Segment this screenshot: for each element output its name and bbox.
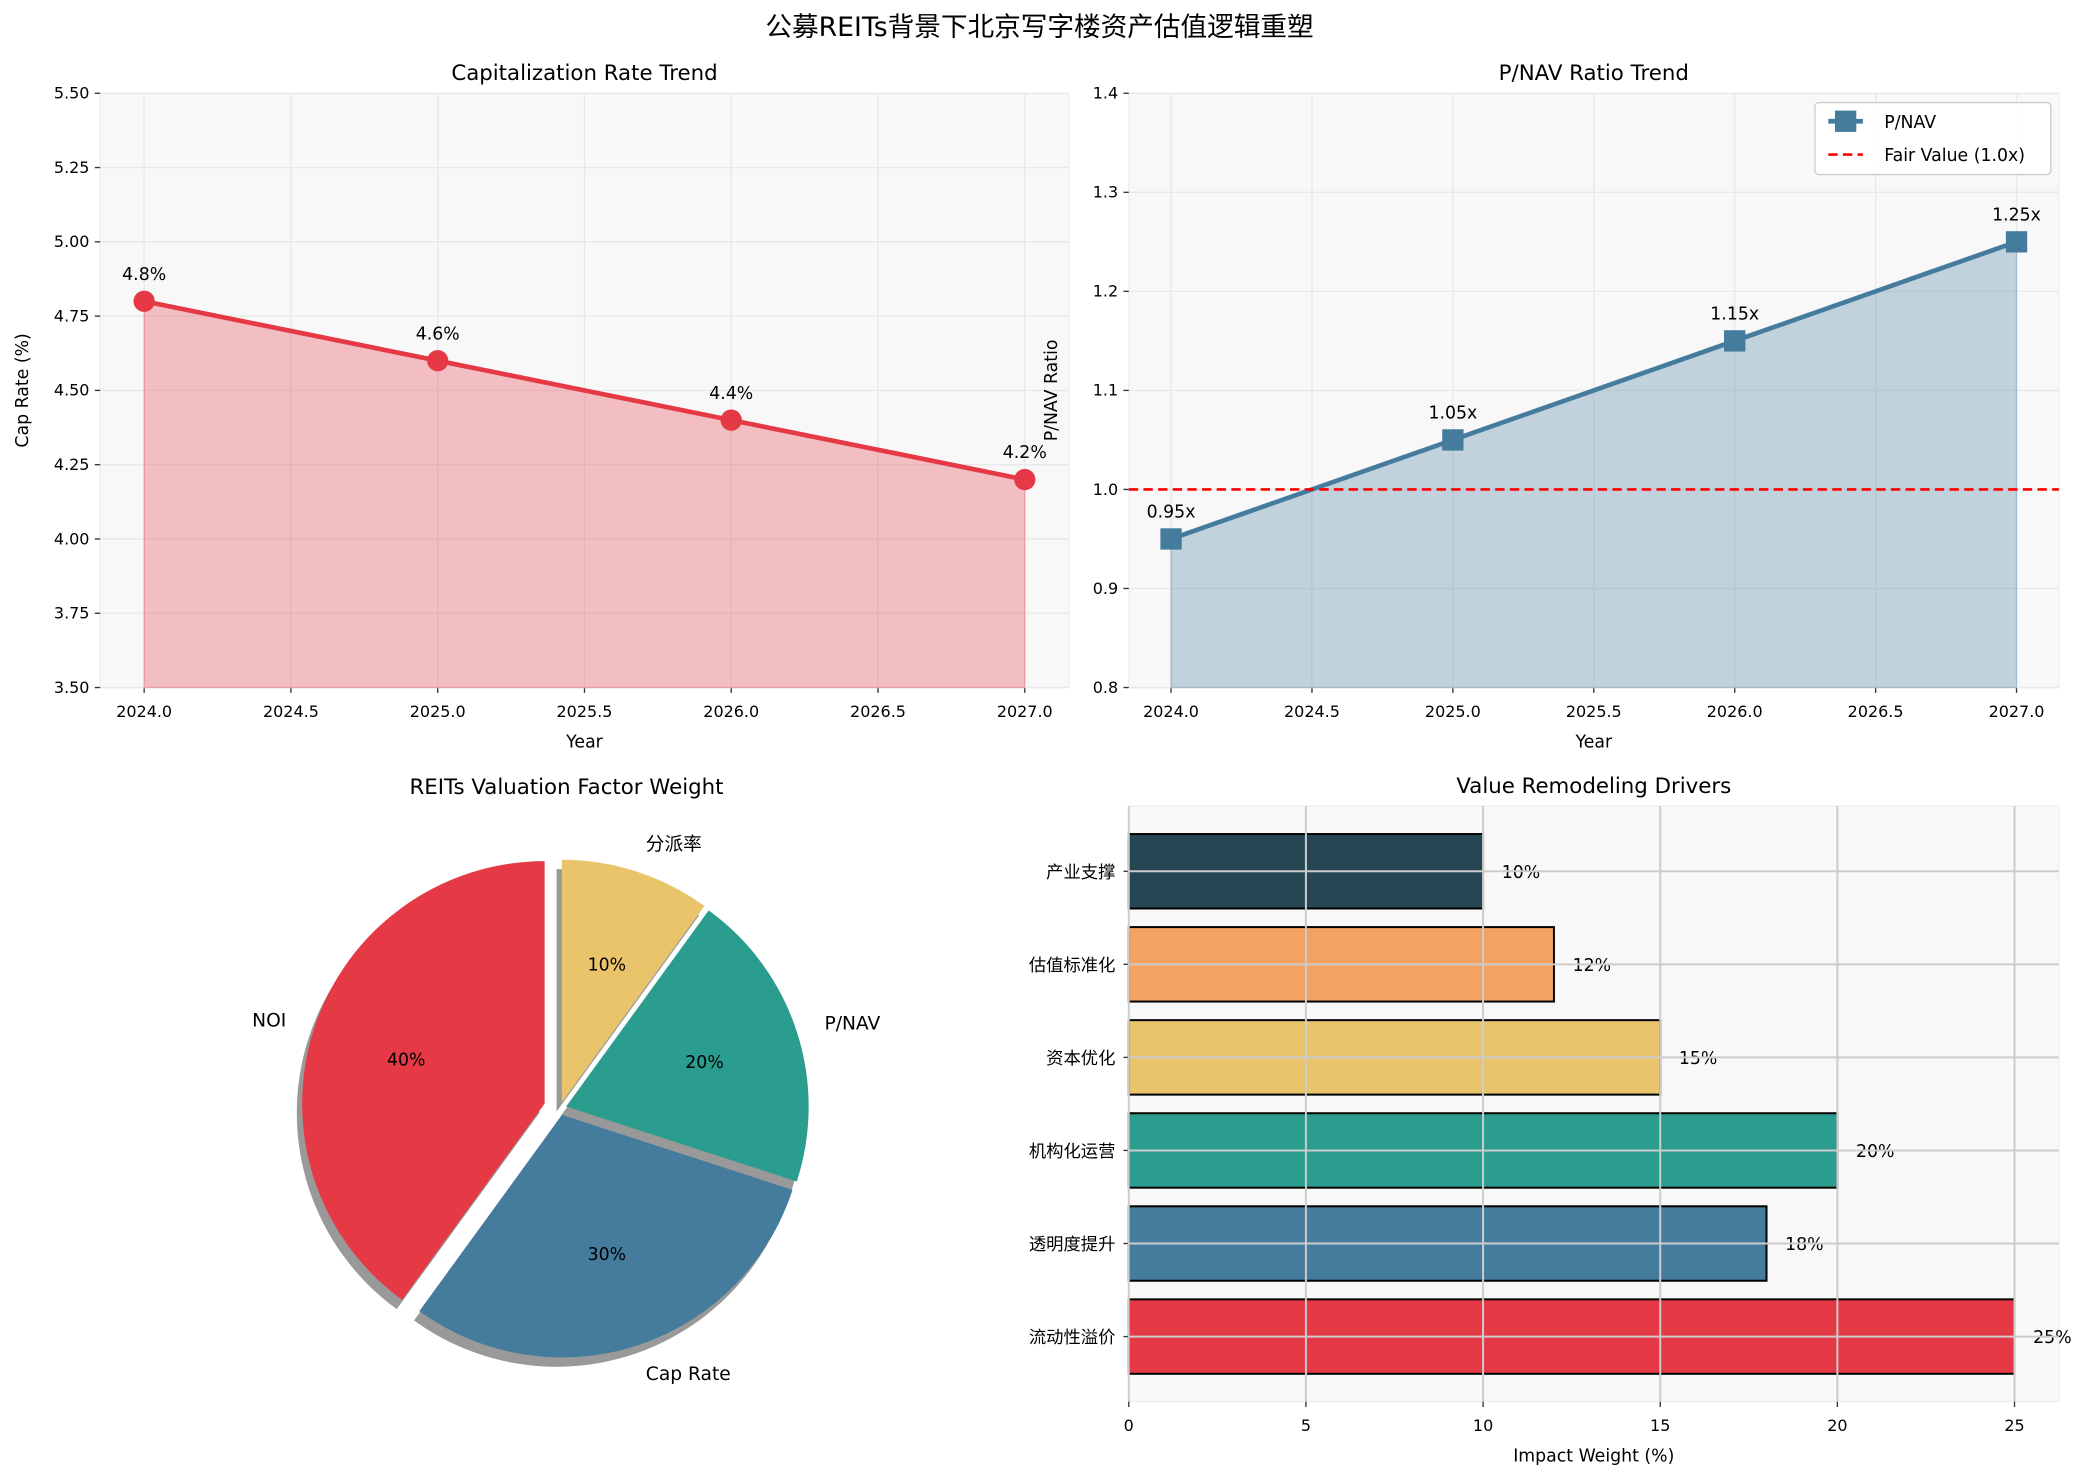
- legend: P/NAV Fair Value (1.0x): [1814, 101, 2052, 176]
- wedge-percent-label: 20%: [685, 1053, 723, 1073]
- bar-value-label: 25%: [2033, 1328, 2071, 1348]
- x-axis-label: Impact Weight (%): [1513, 1447, 1674, 1467]
- wedge-category-label: NOI: [252, 1010, 286, 1031]
- y-tick-label: 0.9: [1093, 579, 1118, 598]
- y-tick-label: 估值标准化: [1029, 956, 1116, 976]
- data-label: 0.95x: [1147, 503, 1196, 523]
- data-point: [1160, 528, 1182, 550]
- y-tick-label: 5.50: [54, 84, 90, 103]
- series-line: [143, 298, 1026, 482]
- x-tick-label: 2025.0: [1425, 702, 1481, 721]
- y-tick-label: 1.2: [1093, 282, 1118, 301]
- bar-value-label: 18%: [1785, 1235, 1823, 1255]
- bar-value-label: 15%: [1679, 1049, 1717, 1069]
- y-tick-label: 3.50: [54, 678, 90, 697]
- x-tick-label: 25: [2004, 1416, 2024, 1435]
- x-tick-label: 2025.0: [410, 702, 466, 721]
- x-tick-label: 2024.0: [116, 702, 172, 721]
- data-label: 1.25x: [1992, 206, 2041, 226]
- x-tick-label: 10: [1473, 1416, 1493, 1435]
- data-point: [720, 409, 742, 431]
- x-axis-label: Year: [1574, 732, 1613, 752]
- bar-value-label: 20%: [1856, 1142, 1894, 1162]
- y-tick-label: 1.3: [1093, 183, 1118, 202]
- y-tick-label: 1.0: [1093, 480, 1118, 499]
- x-tick-label: 2026.5: [1848, 702, 1904, 721]
- y-tick-label: 0.8: [1093, 678, 1118, 697]
- x-tick-label: 0: [1124, 1416, 1134, 1435]
- data-label: 1.15x: [1710, 305, 1759, 325]
- legend-fair-label: Fair Value (1.0x): [1884, 146, 2025, 166]
- wedge-category-label: 分派率: [646, 835, 702, 856]
- data-point: [2005, 231, 2028, 253]
- x-tick-label: 2025.5: [1566, 702, 1622, 721]
- x-tick-label: 5: [1301, 1416, 1311, 1435]
- y-tick-label: 流动性溢价: [1029, 1328, 1116, 1348]
- y-tick-label: 透明度提升: [1029, 1235, 1116, 1255]
- pie-wedge-3: [561, 859, 705, 1103]
- wedge-percent-label: 40%: [387, 1050, 425, 1070]
- y-tick-label: 1.4: [1093, 84, 1118, 103]
- bar-value-label: 10%: [1502, 863, 1540, 883]
- x-tick-label: 2026.0: [703, 702, 759, 721]
- wedge-category-label: Cap Rate: [646, 1364, 731, 1385]
- y-tick-label: 5.00: [54, 232, 90, 251]
- factor-weight-pie: REITs Valuation Factor Weight 40% NOI 30% Ca…: [252, 775, 880, 1385]
- y-tick-label: 4.50: [54, 381, 90, 400]
- x-tick-label: 2024.5: [263, 702, 319, 721]
- x-tick-label: 2026.0: [1707, 702, 1763, 721]
- y-tick-label: 机构化运营: [1029, 1142, 1116, 1162]
- x-tick-label: 20: [1827, 1416, 1847, 1435]
- x-tick-label: 2027.0: [997, 702, 1053, 721]
- data-point: [1442, 429, 1464, 451]
- x-axis-label: Year: [565, 732, 604, 752]
- y-tick-label: 资本优化: [1046, 1049, 1115, 1069]
- x-tick-label: 2026.5: [850, 702, 906, 721]
- y-tick-label: 3.75: [54, 604, 90, 623]
- data-label: 4.6%: [416, 324, 460, 344]
- legend-pnav-marker: [1834, 110, 1857, 132]
- y-tick-label: 4.75: [54, 306, 90, 325]
- chart-title: P/NAV Ratio Trend: [1499, 61, 1689, 86]
- data-point: [427, 350, 449, 372]
- y-axis-label: Cap Rate (%): [13, 333, 33, 447]
- wedge-percent-label: 30%: [588, 1245, 626, 1265]
- x-tick-label: 2024.0: [1143, 702, 1199, 721]
- data-point: [1014, 468, 1036, 491]
- y-tick-label: 4.00: [54, 529, 90, 548]
- data-point: [133, 290, 155, 312]
- pie-wedge-0: [302, 861, 545, 1300]
- y-tick-label: 1.1: [1093, 381, 1118, 400]
- chart-title: Value Remodeling Drivers: [1456, 774, 1731, 799]
- legend-box: [1814, 101, 2052, 176]
- data-label: 1.05x: [1428, 404, 1477, 424]
- data-label: 4.8%: [122, 265, 166, 285]
- value-drivers-bar-chart: Value Remodeling Drivers 25% 流动性溢价 18% 透明度提升…: [1029, 774, 2072, 1467]
- wedge-percent-label: 10%: [588, 956, 626, 976]
- x-tick-label: 2025.5: [557, 702, 613, 721]
- pie-wedge-1: [419, 1114, 793, 1358]
- data-label: 4.4%: [709, 384, 753, 404]
- pie-wedge-2: [566, 910, 809, 1182]
- pnav-chart: 2024.0 2024.5 2025.0 2025.5 2026.0 2026.5 2027…: [1042, 61, 2060, 752]
- x-tick-label: 15: [1650, 1416, 1670, 1435]
- bar-value-label: 12%: [1573, 956, 1611, 976]
- cap-rate-chart: 2024.0 2024.5 2025.0 2025.5 2026.0 2026.5 2027…: [13, 61, 1070, 752]
- x-tick-label: 2024.5: [1284, 702, 1340, 721]
- legend-pnav-label: P/NAV: [1884, 113, 1936, 133]
- chart-title: REITs Valuation Factor Weight: [409, 775, 723, 800]
- y-tick-label: 4.25: [54, 455, 90, 474]
- data-point: [1724, 330, 1746, 352]
- figure-title: 公募REITs背景下北京写字楼资产估值逻辑重塑: [765, 12, 1313, 43]
- x-tick-label: 2027.0: [1989, 702, 2045, 721]
- data-label: 4.2%: [1003, 443, 1047, 463]
- y-tick-label: 5.25: [54, 158, 90, 177]
- wedge-category-label: P/NAV: [824, 1013, 880, 1034]
- y-axis-label: P/NAV Ratio: [1042, 340, 1062, 442]
- y-tick-label: 产业支撑: [1046, 863, 1115, 883]
- chart-title: Capitalization Rate Trend: [451, 61, 717, 86]
